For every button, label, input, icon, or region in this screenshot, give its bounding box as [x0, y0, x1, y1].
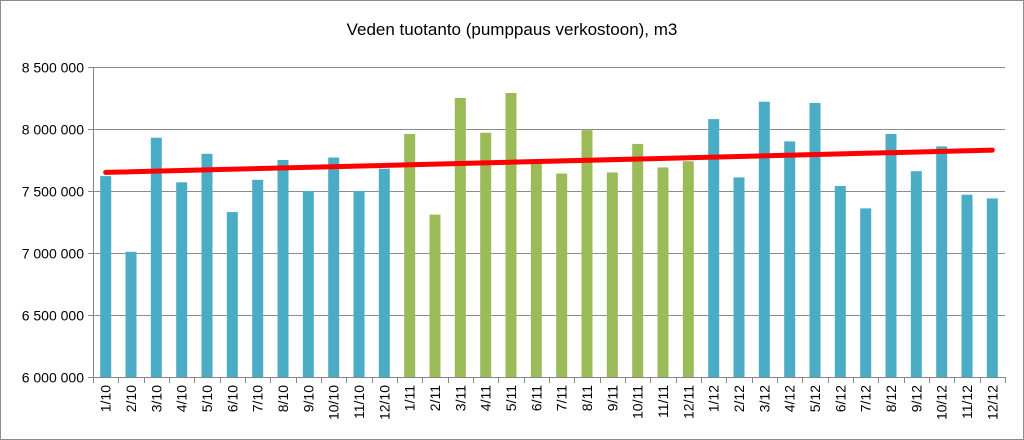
- bar-3-11: [454, 98, 466, 377]
- y-tick-label: 6 500 000: [22, 308, 84, 324]
- x-tick-label: 2/11: [427, 385, 443, 411]
- chart-title: Veden tuotanto (pumppaus verkostoon), m3: [346, 20, 678, 39]
- bar-1-12: [708, 119, 720, 377]
- x-tick-label: 10/12: [934, 385, 950, 420]
- bar-3-12: [758, 101, 770, 377]
- bar-11-10: [353, 191, 365, 377]
- bar-8-10: [277, 160, 289, 377]
- bar-1-10: [100, 176, 112, 377]
- bar-10-12: [936, 146, 948, 377]
- x-tick-label: 12/10: [376, 385, 392, 420]
- bar-7-10: [252, 179, 264, 377]
- x-tick-label: 5/11: [503, 385, 519, 411]
- x-tick-label: 9/12: [908, 385, 924, 412]
- bar-2-10: [125, 251, 137, 377]
- bar-8-12: [885, 134, 897, 377]
- x-tick-label: 4/12: [782, 385, 798, 412]
- bar-4-12: [784, 141, 796, 377]
- x-tick-label: 2/12: [731, 385, 747, 412]
- bar-12-11: [682, 161, 694, 377]
- bar-5-10: [201, 153, 213, 377]
- x-tick-label: 12/11: [680, 385, 696, 419]
- bar-6-12: [834, 186, 846, 377]
- grid-layer: [93, 67, 1005, 316]
- x-tick-label: 11/11: [655, 385, 671, 418]
- bar-12-12: [986, 198, 998, 377]
- bar-8-11: [581, 130, 593, 377]
- x-tick-label: 1/12: [706, 385, 722, 412]
- y-tick-label: 6 000 000: [22, 370, 84, 386]
- bar-9-12: [910, 171, 922, 377]
- y-tick-label: 7 500 000: [22, 184, 84, 200]
- bar-1-11: [404, 134, 416, 377]
- bar-6-10: [226, 212, 238, 377]
- x-tick-label: 6/12: [832, 385, 848, 412]
- x-tick-label: 3/12: [756, 385, 772, 412]
- x-tick-label: 11/12: [959, 385, 975, 419]
- bars: [100, 93, 998, 377]
- bar-6-11: [530, 163, 542, 377]
- x-tick-label: 6/10: [224, 385, 240, 412]
- x-tick-label: 5/12: [807, 385, 823, 412]
- x-tick-label: 3/10: [148, 385, 164, 412]
- bar-2-11: [429, 214, 441, 377]
- trendline-layer: [103, 147, 995, 175]
- x-tick-label: 6/11: [528, 385, 544, 411]
- bar-4-10: [176, 182, 188, 377]
- bar-4-11: [480, 132, 492, 377]
- x-tick-label: 8/10: [275, 385, 291, 412]
- y-axis-ticks: 6 000 000 6 500 000 7 000 000 7 500 000 8 00…: [22, 60, 93, 386]
- bar-7-11: [556, 173, 568, 377]
- x-tick-label: 7/10: [250, 385, 266, 412]
- x-tick-label: 10/10: [326, 385, 342, 420]
- x-tick-label: 11/10: [351, 385, 367, 419]
- y-tick-label: 8 500 000: [22, 60, 84, 76]
- x-tick-label: 3/11: [452, 385, 468, 411]
- y-tick-label: 8 000 000: [22, 122, 84, 138]
- x-tick-label: 12/12: [984, 385, 1000, 420]
- x-tick-label: 4/10: [174, 385, 190, 412]
- bar-7-12: [860, 208, 872, 377]
- x-tick-label: 5/10: [199, 385, 215, 412]
- x-tick-label: 1/10: [98, 385, 114, 412]
- x-tick-label: 9/11: [604, 385, 620, 411]
- x-tick-label: 4/11: [478, 385, 494, 411]
- bar-5-12: [809, 103, 821, 377]
- bar-9-10: [302, 191, 314, 377]
- x-tick-label: 7/12: [858, 385, 874, 412]
- y-tick-label: 7 000 000: [22, 246, 84, 262]
- bar-12-10: [378, 168, 390, 377]
- x-tick-label: 10/11: [630, 385, 646, 419]
- bar-11-11: [657, 167, 669, 377]
- bar-11-12: [961, 194, 973, 377]
- x-axis-ticks: 1/10 2/10 3/10 4/10 5/10 6/10 7/10 8/10 9/10 10/1…: [93, 377, 1006, 420]
- bar-3-10: [150, 137, 162, 377]
- bar-10-10: [328, 157, 340, 377]
- x-tick-label: 2/10: [123, 385, 139, 412]
- bar-5-11: [505, 93, 517, 377]
- x-tick-label: 7/11: [554, 385, 570, 411]
- x-tick-label: 8/11: [579, 385, 595, 411]
- x-tick-label: 1/11: [402, 385, 418, 411]
- bar-2-12: [733, 177, 745, 377]
- trendline: [103, 147, 995, 175]
- x-tick-label: 8/12: [883, 385, 899, 412]
- bar-10-11: [632, 143, 644, 377]
- bar-9-11: [606, 172, 618, 377]
- x-tick-label: 9/10: [300, 385, 316, 412]
